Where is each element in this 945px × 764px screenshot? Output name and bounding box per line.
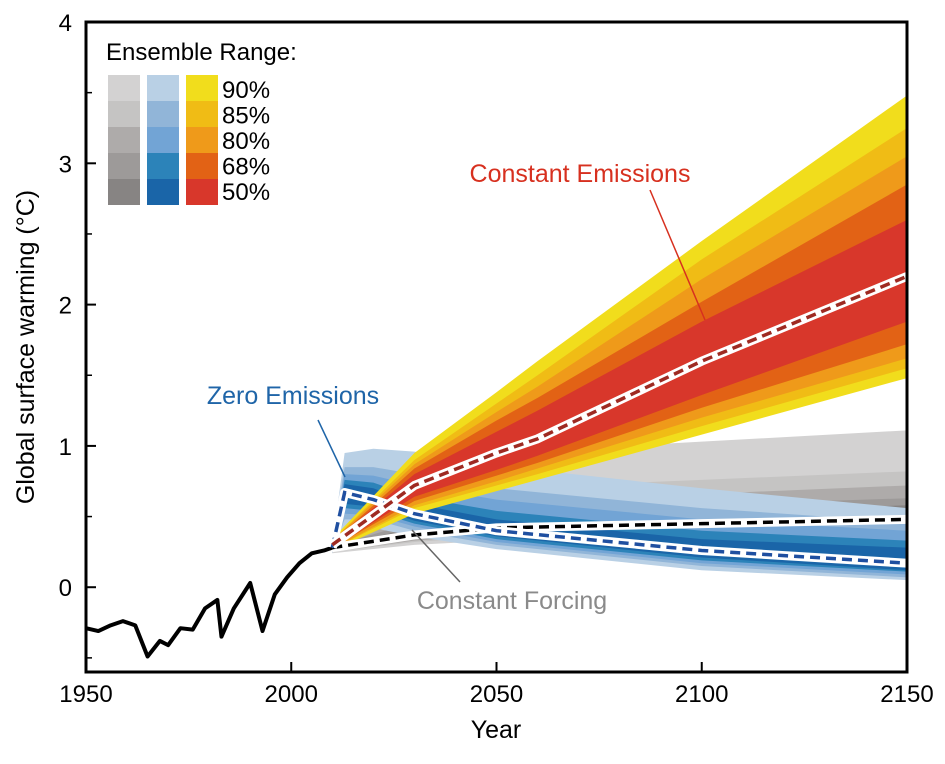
legend-swatch-zero-emissions	[147, 101, 179, 127]
y-tick-label: 0	[59, 575, 72, 602]
y-tick-label: 2	[59, 293, 72, 320]
legend-swatch-constant-emissions	[186, 153, 218, 179]
legend-swatch-constant-forcing	[108, 179, 140, 205]
historical-line	[85, 545, 333, 659]
legend-level-label: 90%	[222, 77, 270, 104]
legend-swatch-zero-emissions	[147, 75, 179, 101]
axes: 1950 2000 2050 2100 2150 0 1 2 3 4	[59, 10, 934, 708]
legend-level-label: 80%	[222, 128, 270, 155]
legend-swatch-constant-forcing	[108, 153, 140, 179]
constant-emissions-leader	[649, 189, 706, 321]
legend-swatch-constant-forcing	[108, 101, 140, 127]
legend-swatch-constant-emissions	[186, 179, 218, 205]
band-zero-emissions-50	[332, 484, 907, 571]
x-tick-label: 2100	[675, 681, 728, 708]
zero-emissions-leader	[317, 419, 346, 478]
legend-swatch-zero-emissions	[147, 153, 179, 179]
x-tick-label: 2000	[265, 681, 318, 708]
legend-swatch-constant-emissions	[186, 101, 218, 127]
x-tick-label: 2150	[880, 681, 933, 708]
legend-swatch-zero-emissions	[147, 127, 179, 153]
x-tick-label: 2050	[470, 681, 523, 708]
annotations: Constant Emissions Zero Emissions Consta…	[207, 160, 706, 615]
label-constant-forcing: Constant Forcing	[417, 587, 607, 615]
legend-level-label: 85%	[222, 103, 270, 130]
historical-halo	[85, 543, 334, 661]
y-axis-label: Global surface warming (°C)	[12, 190, 40, 504]
legend-title: Ensemble Range:	[106, 39, 297, 66]
y-tick-label: 4	[59, 10, 72, 37]
legend-swatch-constant-forcing	[108, 127, 140, 153]
legend-level-label: 68%	[222, 154, 270, 181]
x-axis-label: Year	[471, 716, 522, 744]
median-lines	[85, 272, 909, 661]
label-zero-emissions: Zero Emissions	[207, 382, 379, 410]
legend: Ensemble Range: 90%85%80%68%50%	[106, 39, 297, 206]
legend-swatch-zero-emissions	[147, 179, 179, 205]
legend-swatch-constant-emissions	[186, 75, 218, 101]
median-line-constant-emissions	[331, 274, 908, 547]
y-tick-label: 3	[59, 151, 72, 178]
x-tick-label: 1950	[59, 681, 112, 708]
constant-forcing-leader	[411, 529, 461, 583]
legend-level-label: 50%	[222, 179, 270, 206]
legend-swatch-constant-forcing	[108, 75, 140, 101]
y-tick-label: 1	[59, 434, 72, 461]
legend-swatch-constant-emissions	[186, 127, 218, 153]
label-constant-emissions: Constant Emissions	[470, 160, 691, 188]
median-line-zero-emissions	[330, 490, 908, 565]
